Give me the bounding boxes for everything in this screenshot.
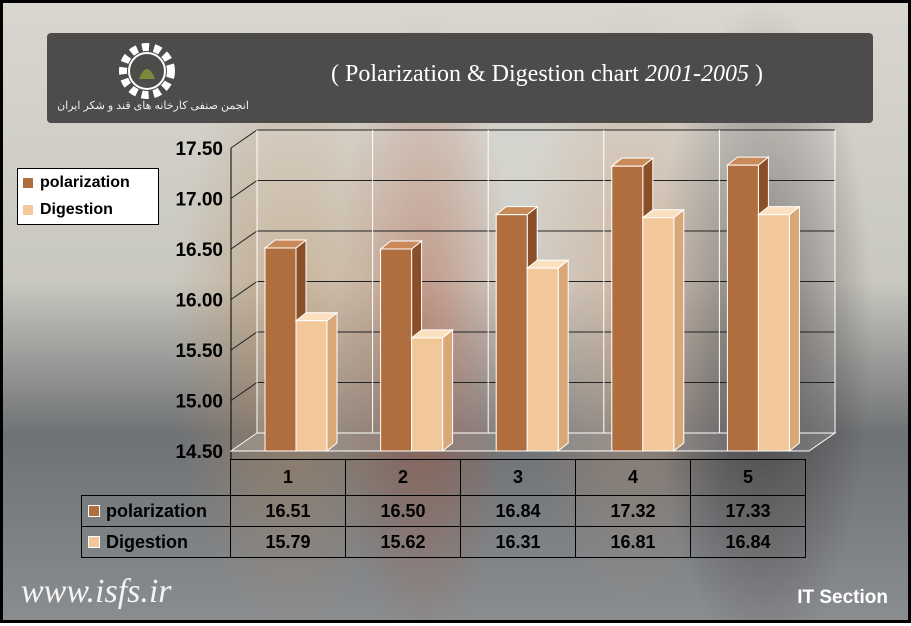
legend-label: polarization <box>40 173 130 191</box>
table-row: Digestion 15.79 15.62 16.31 16.81 16.84 <box>81 526 806 558</box>
y-tick-label: 15.00 <box>175 392 223 413</box>
y-tick-label: 17.50 <box>175 139 223 160</box>
bar-polarization-3 <box>495 214 528 452</box>
website-link[interactable]: www.isfs.ir <box>21 573 172 610</box>
legend-item-digestion: Digestion <box>18 196 158 223</box>
bar-side <box>788 205 800 453</box>
table-corner <box>82 460 231 496</box>
gridline-side <box>230 281 258 300</box>
legend-swatch <box>22 176 34 189</box>
bar-digestion-5 <box>757 214 790 452</box>
y-tick-label: 15.50 <box>175 341 223 362</box>
table-cell: 16.50 <box>345 495 461 527</box>
table-cell: 17.33 <box>690 495 806 527</box>
table-cell: 15.62 <box>345 526 461 558</box>
y-tick-label: 16.50 <box>175 240 223 261</box>
table-header: 2 <box>345 459 461 496</box>
table-header: 3 <box>460 459 576 496</box>
table-cell: 16.51 <box>230 495 346 527</box>
bar-digestion-2 <box>411 337 444 452</box>
table-cell: 16.81 <box>575 526 691 558</box>
y-tick-label: 17.00 <box>175 190 223 211</box>
table-header: 5 <box>690 459 806 496</box>
table-cell: 16.84 <box>690 526 806 558</box>
bar-digestion-3 <box>526 267 559 452</box>
title-years: 2001-2005 <box>644 61 749 87</box>
section-label: IT Section <box>797 587 888 608</box>
gridline-side <box>230 180 258 199</box>
bar-side <box>442 328 454 453</box>
title-bar: انجمن صنفی کارخانه های قند و شکر ایران (… <box>47 33 873 123</box>
gridline-side <box>230 129 258 149</box>
legend-label: Digestion <box>40 200 113 218</box>
logo-gear-icon <box>119 43 175 99</box>
title-main: Polarization & Digestion chart <box>345 61 639 87</box>
chart-area: 14.50 15.00 15.50 16.00 16.50 17.00 17.50 <box>175 129 837 463</box>
table-cell: 16.31 <box>460 526 576 558</box>
gridline-side <box>230 331 258 351</box>
bar-polarization-4 <box>611 165 644 452</box>
chart-title: ( Polarization & Digestion chart 2001-20… <box>331 61 763 87</box>
row-label: Digestion <box>81 526 231 558</box>
table-header: 1 <box>230 459 346 496</box>
gridline-side <box>230 382 258 401</box>
data-table: 1 2 3 4 5 polarization 16.51 16.50 16.84… <box>81 459 806 558</box>
bar-digestion-4 <box>642 217 675 452</box>
y-tick-label: 14.50 <box>175 442 223 463</box>
bar-side <box>557 259 569 453</box>
table-row: polarization 16.51 16.50 16.84 17.32 17.… <box>81 495 806 527</box>
bar-digestion-1 <box>295 320 328 452</box>
legend-item-polarization: polarization <box>18 169 158 196</box>
gridline-side <box>230 230 258 250</box>
table-cell: 15.79 <box>230 526 346 558</box>
table-cell: 17.32 <box>575 495 691 527</box>
bar-polarization-1 <box>264 247 297 452</box>
row-label: polarization <box>81 495 231 527</box>
logo-text: انجمن صنفی کارخانه های قند و شکر ایران <box>57 100 249 112</box>
legend: polarization Digestion <box>17 168 159 225</box>
bar-polarization-2 <box>380 248 413 452</box>
legend-swatch <box>22 203 34 216</box>
bar-side <box>673 208 685 453</box>
y-tick-label: 16.00 <box>175 291 223 312</box>
table-header: 4 <box>575 459 691 496</box>
bar-polarization-5 <box>726 164 759 452</box>
table-cell: 16.84 <box>460 495 576 527</box>
bar-side <box>326 311 338 453</box>
